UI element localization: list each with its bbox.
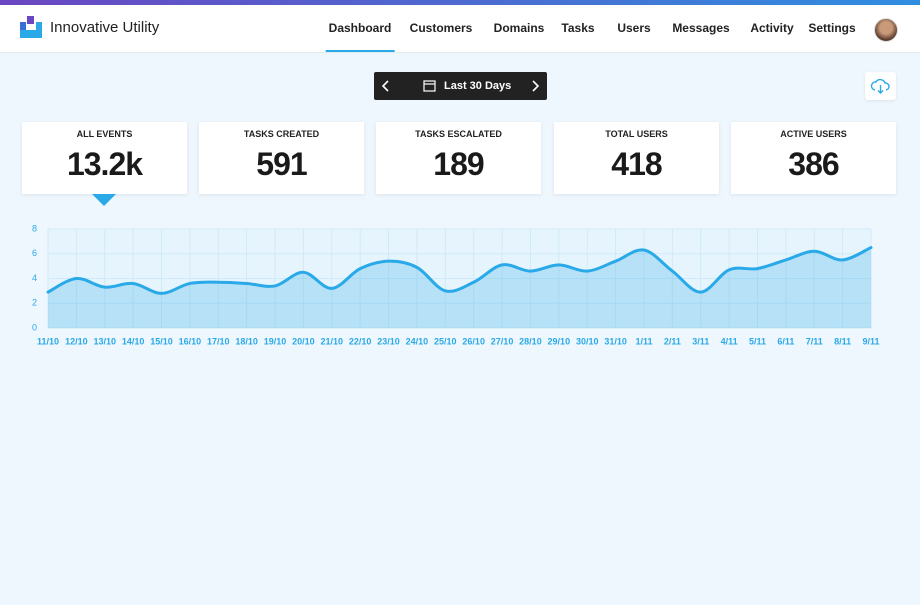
- x-tick-label: 6/11: [777, 336, 794, 346]
- x-tick-label: 3/11: [692, 336, 709, 346]
- x-tick-label: 20/10: [292, 336, 315, 346]
- x-tick-label: 13/10: [93, 336, 116, 346]
- line: [46, 246, 873, 295]
- stat-value: 418: [611, 146, 662, 182]
- x-tick-label: 14/10: [122, 336, 145, 346]
- stat-value: 189: [433, 146, 484, 182]
- nav-item[interactable]: Activity: [750, 21, 794, 35]
- download-button[interactable]: [865, 72, 896, 100]
- stat-value: 386: [788, 146, 839, 182]
- stat-card[interactable]: TASKS CREATED 591: [199, 122, 364, 194]
- x-tick-label: 22/10: [349, 336, 372, 346]
- stat-card[interactable]: ALL EVENTS 13.2k: [22, 122, 187, 194]
- x-tick-label: 16/10: [179, 336, 202, 346]
- x-tick-label: 28/10: [519, 336, 542, 346]
- x-tick-label: 11/10: [37, 336, 59, 346]
- x-tick-label: 21/10: [321, 336, 344, 346]
- nav-item[interactable]: Messages: [672, 21, 730, 35]
- next-button[interactable]: [532, 80, 540, 92]
- date-range-label[interactable]: Last 30 Days: [444, 80, 512, 92]
- nav-item[interactable]: Domains: [493, 21, 545, 35]
- x-tick-label: 23/10: [377, 336, 400, 346]
- stat-value: 13.2k: [66, 146, 143, 182]
- x-tick-label: 12/10: [65, 336, 88, 346]
- x-tick-label: 29/10: [548, 336, 571, 346]
- y-tick-label: 4: [32, 273, 37, 283]
- stat-label: ALL EVENTS: [76, 129, 133, 139]
- date-range: Last 30 Days: [374, 72, 547, 100]
- y-tick-label: 8: [32, 223, 37, 233]
- logo[interactable]: [20, 16, 42, 40]
- stat-card[interactable]: TASKS ESCALATED 189: [376, 122, 541, 194]
- y-tick-label: 2: [32, 298, 37, 308]
- x-tick-label: 5/11: [749, 336, 766, 346]
- date-range-icons: [381, 80, 540, 92]
- nav-item[interactable]: Customers: [409, 21, 473, 35]
- stat-label: TASKS ESCALATED: [415, 129, 502, 139]
- x-tick-label: 18/10: [235, 336, 258, 346]
- stat-card[interactable]: ACTIVE USERS 386: [731, 122, 896, 194]
- y-tick-label: 0: [32, 322, 37, 332]
- x-tick-label: 25/10: [434, 336, 457, 346]
- stat-label: ACTIVE USERS: [780, 129, 847, 139]
- x-tick-label: 26/10: [462, 336, 485, 346]
- y-tick-label: 6: [32, 248, 37, 258]
- top-accent: [0, 0, 920, 5]
- calendar-icon: [423, 80, 436, 92]
- avatar[interactable]: [874, 18, 898, 42]
- x-tick-label: 30/10: [576, 336, 599, 346]
- download-icon: [870, 78, 890, 94]
- nav-item[interactable]: Users: [617, 21, 651, 35]
- area: [48, 247, 871, 328]
- stat-card[interactable]: TOTAL USERS 418: [554, 122, 719, 194]
- selected-pointer: [92, 194, 116, 206]
- x-tick-label: 24/10: [406, 336, 429, 346]
- x-tick-label: 15/10: [150, 336, 173, 346]
- header: Innovative Utility Dashboard Customers Dom…: [0, 5, 920, 53]
- x-tick-label: 1/11: [635, 336, 652, 346]
- chart: 0 2 4 6 8 11/10 12/10 13/10 14/10 15/10 16/10 17/10…: [32, 223, 880, 346]
- stat-value: 591: [256, 146, 307, 182]
- nav-item[interactable]: Tasks: [561, 21, 595, 35]
- stat-label: TOTAL USERS: [605, 129, 668, 139]
- x-tick-label: 17/10: [207, 336, 230, 346]
- x-tick-label: 2/11: [664, 336, 681, 346]
- x-tick-label: 7/11: [806, 336, 823, 346]
- x-tick-label: 8/11: [834, 336, 851, 346]
- x-tick-label: 9/11: [862, 336, 879, 346]
- brand[interactable]: Innovative Utility: [50, 19, 160, 36]
- stat-label: TASKS CREATED: [243, 129, 320, 139]
- x-tick-label: 19/10: [264, 336, 287, 346]
- x-tick-label: 31/10: [604, 336, 627, 346]
- x-tick-label: 27/10: [491, 336, 514, 346]
- x-tick-label: 4/11: [721, 336, 738, 346]
- nav-item[interactable]: Settings: [808, 21, 856, 35]
- prev-button[interactable]: [381, 80, 389, 92]
- nav-item[interactable]: Dashboard: [325, 5, 395, 52]
